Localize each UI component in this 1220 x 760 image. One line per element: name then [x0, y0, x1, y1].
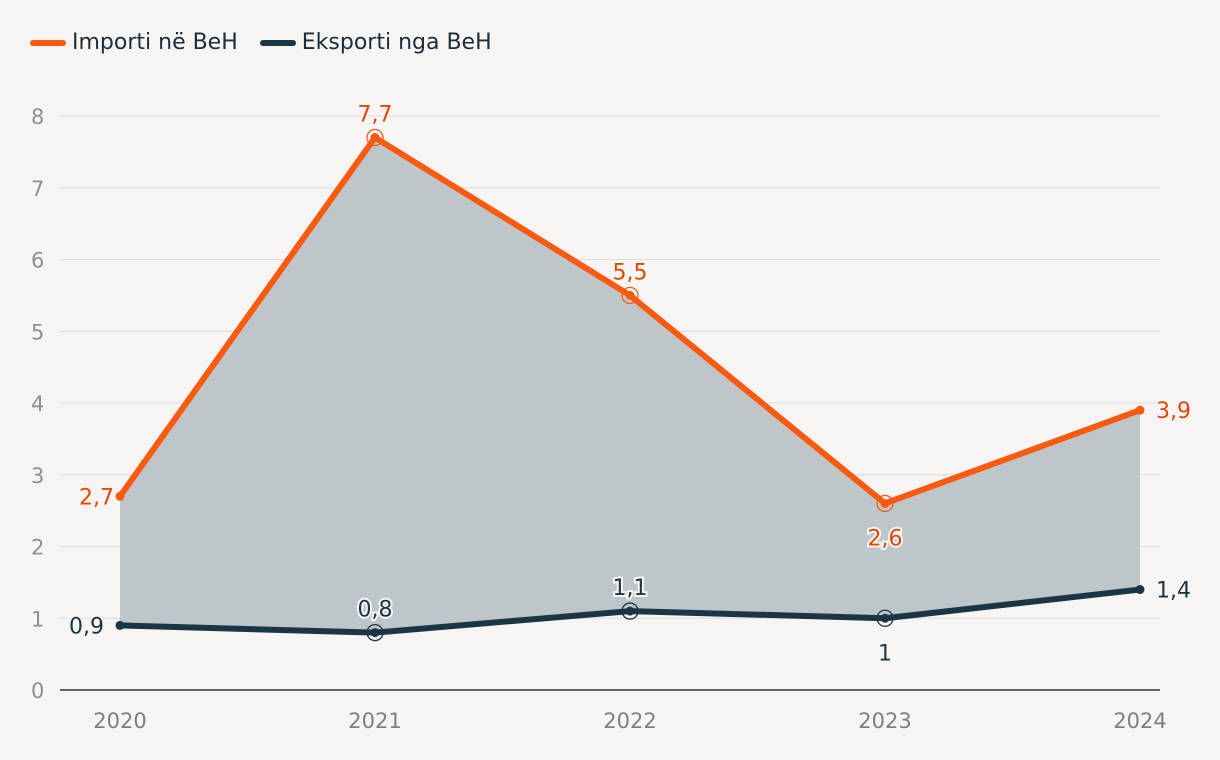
data-point-ring	[366, 128, 384, 147]
x-tick-label: 2022	[603, 709, 656, 733]
data-point	[625, 606, 635, 616]
legend-swatch-export	[259, 39, 296, 46]
export-data-label: 0,8	[358, 598, 393, 623]
y-tick-label: 0	[31, 679, 44, 703]
y-tick-label: 4	[31, 392, 44, 416]
import-data-label: 7,7	[358, 103, 393, 128]
import-data-label: 2,7	[79, 485, 114, 510]
y-tick-label: 8	[31, 105, 44, 129]
data-point-ring	[876, 609, 894, 627]
import-data-label: 2,6	[868, 526, 903, 551]
import-data-label: 3,9	[1156, 399, 1191, 424]
export-data-label: 1	[878, 641, 892, 666]
y-tick-label: 5	[31, 320, 44, 344]
data-point	[115, 491, 125, 501]
data-point	[1135, 585, 1145, 595]
legend-label-export: Eksporti nga BeH	[301, 30, 492, 55]
data-point	[370, 133, 380, 143]
x-tick-label: 2020	[93, 709, 146, 733]
data-point	[880, 613, 890, 623]
data-point	[880, 498, 890, 508]
y-tick-label: 3	[31, 464, 44, 488]
y-tick-label: 7	[31, 177, 44, 201]
data-point-ring	[621, 286, 639, 305]
x-tick-label: 2023	[858, 709, 911, 733]
legend-item-import[interactable]: Importi në BeH	[30, 30, 238, 55]
data-point	[115, 620, 125, 630]
import-data-label: 5,5	[613, 260, 648, 285]
data-point	[625, 290, 635, 300]
y-tick-label: 6	[31, 249, 44, 273]
data-point-ring	[621, 602, 639, 620]
export-data-label: 0,9	[69, 614, 104, 639]
data-point-ring	[366, 623, 384, 642]
legend-label-import: Importi në BeH	[72, 30, 238, 55]
export-data-label: 1,1	[613, 576, 648, 601]
area-between-series	[120, 137, 1140, 633]
y-tick-label: 2	[31, 536, 44, 560]
x-tick-label: 2021	[348, 709, 401, 733]
data-point	[1135, 405, 1145, 415]
export-data-label: 1,4	[1156, 579, 1191, 604]
legend-swatch-import	[30, 39, 66, 46]
y-tick-label: 1	[31, 607, 44, 631]
x-tick-label: 2024	[1113, 709, 1166, 733]
data-point-ring	[876, 494, 894, 513]
legend-item-export[interactable]: Eksporti nga BeH	[259, 30, 492, 55]
data-point	[370, 628, 380, 638]
legend: Importi në BeH Eksporti nga BeH	[30, 30, 514, 55]
